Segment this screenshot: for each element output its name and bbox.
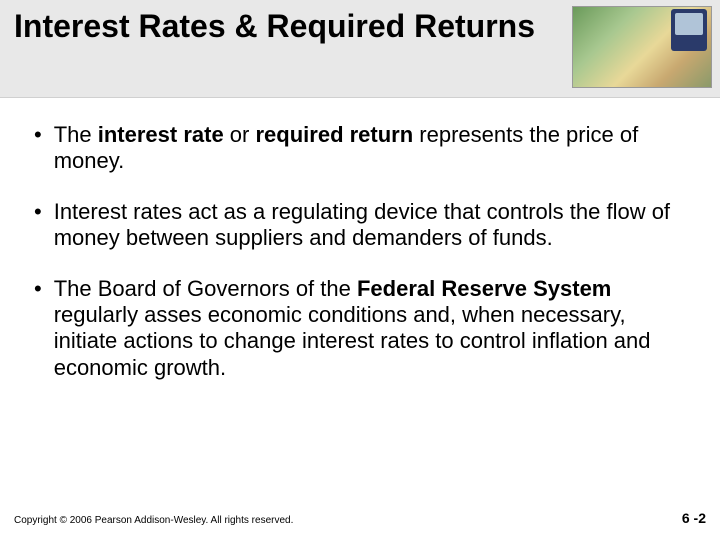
decorative-money-image bbox=[572, 6, 712, 88]
slide-title: Interest Rates & Required Returns bbox=[14, 8, 535, 46]
copyright-text: Copyright © 2006 Pearson Addison-Wesley.… bbox=[14, 515, 293, 526]
bold-segment: Federal Reserve System bbox=[357, 276, 611, 301]
bold-segment: required return bbox=[255, 122, 413, 147]
text-segment: The bbox=[54, 122, 98, 147]
bullet-item: • The Board of Governors of the Federal … bbox=[30, 276, 690, 382]
text-segment: regularly asses economic conditions and,… bbox=[54, 302, 651, 380]
bullet-marker: • bbox=[34, 276, 42, 302]
text-segment: or bbox=[224, 122, 256, 147]
header-region: Interest Rates & Required Returns bbox=[0, 0, 720, 98]
footer: Copyright © 2006 Pearson Addison-Wesley.… bbox=[14, 510, 706, 526]
bullet-marker: • bbox=[34, 199, 42, 225]
bullet-text: The interest rate or required return rep… bbox=[54, 122, 690, 175]
publisher-badge bbox=[671, 9, 707, 51]
text-segment: Interest rates act as a regulating devic… bbox=[54, 199, 670, 250]
bullet-text: Interest rates act as a regulating devic… bbox=[54, 199, 690, 252]
bold-segment: interest rate bbox=[98, 122, 224, 147]
bullet-item: • The interest rate or required return r… bbox=[30, 122, 690, 175]
page-number: 6 -2 bbox=[682, 510, 706, 526]
bullet-text: The Board of Governors of the Federal Re… bbox=[54, 276, 690, 382]
bullet-marker: • bbox=[34, 122, 42, 148]
publisher-badge-inner bbox=[675, 13, 703, 35]
bullet-item: • Interest rates act as a regulating dev… bbox=[30, 199, 690, 252]
text-segment: The Board of Governors of the bbox=[54, 276, 357, 301]
content-area: • The interest rate or required return r… bbox=[0, 98, 720, 381]
